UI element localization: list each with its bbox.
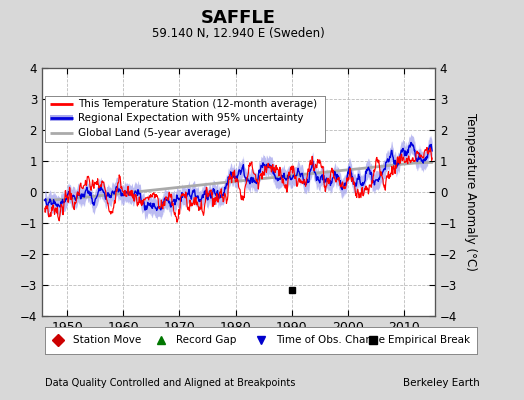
Text: Station Move: Station Move <box>73 335 141 345</box>
Text: Global Land (5-year average): Global Land (5-year average) <box>78 128 231 138</box>
Y-axis label: Temperature Anomaly (°C): Temperature Anomaly (°C) <box>464 113 477 271</box>
Text: Time of Obs. Change: Time of Obs. Change <box>276 335 385 345</box>
Text: Data Quality Controlled and Aligned at Breakpoints: Data Quality Controlled and Aligned at B… <box>45 378 295 388</box>
Text: Empirical Break: Empirical Break <box>388 335 471 345</box>
Text: Berkeley Earth: Berkeley Earth <box>403 378 479 388</box>
Text: Record Gap: Record Gap <box>177 335 237 345</box>
Text: SAFFLE: SAFFLE <box>201 9 276 27</box>
Text: Regional Expectation with 95% uncertainty: Regional Expectation with 95% uncertaint… <box>78 113 304 123</box>
Text: 59.140 N, 12.940 E (Sweden): 59.140 N, 12.940 E (Sweden) <box>152 28 325 40</box>
Text: This Temperature Station (12-month average): This Temperature Station (12-month avera… <box>78 99 318 109</box>
